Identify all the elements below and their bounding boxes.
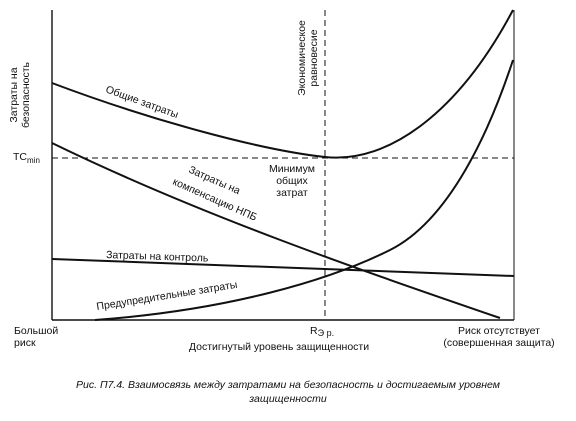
x-axis-title: Достигнутый уровень защищенности bbox=[189, 341, 369, 353]
equilibrium-label-line1: Экономическое bbox=[296, 20, 308, 96]
equilibrium-marker-sub: Э р. bbox=[318, 328, 334, 338]
total-cost-curve bbox=[51, 9, 514, 159]
caption-line1: Рис. П7.4. Взаимосвязь между затратами н… bbox=[76, 379, 500, 391]
compensation-cost-curve bbox=[51, 142, 501, 319]
tc-min-main: TC bbox=[13, 151, 27, 163]
minimum-label-line2: общих bbox=[276, 175, 308, 187]
equilibrium-marker: RЭ р. bbox=[310, 325, 334, 338]
tc-min-sub: min bbox=[27, 156, 40, 165]
preventive-cost-curve bbox=[94, 59, 514, 321]
equilibrium-label-line2: равновесие bbox=[308, 29, 320, 86]
total-cost-label: Общие затраты bbox=[104, 84, 180, 121]
control-cost-line bbox=[51, 258, 515, 277]
equilibrium-label: Экономическое равновесие bbox=[296, 20, 320, 96]
y-axis-label: Затраты на безопасность bbox=[8, 61, 32, 128]
tc-min-label: TCmin bbox=[13, 151, 40, 165]
control-cost-label: Затраты на контроль bbox=[106, 249, 209, 265]
minimum-label-line1: Минимум bbox=[269, 163, 315, 175]
y-axis-label-line1: Затраты на bbox=[8, 67, 20, 122]
y-axis-label-line2: безопасность bbox=[20, 61, 32, 128]
equilibrium-marker-main: R bbox=[310, 325, 318, 337]
x-left-label-line2: риск bbox=[14, 337, 36, 349]
preventive-cost-label: Предупредительные затраты bbox=[96, 279, 239, 313]
minimum-label-line3: затрат bbox=[276, 187, 308, 199]
caption-line2: защищенности bbox=[248, 393, 327, 405]
x-left-label-line1: Большой bbox=[14, 325, 58, 337]
x-right-label-line1: Риск отсутствует bbox=[458, 325, 540, 337]
x-right-label-line2: (совершенная защита) bbox=[443, 337, 554, 349]
